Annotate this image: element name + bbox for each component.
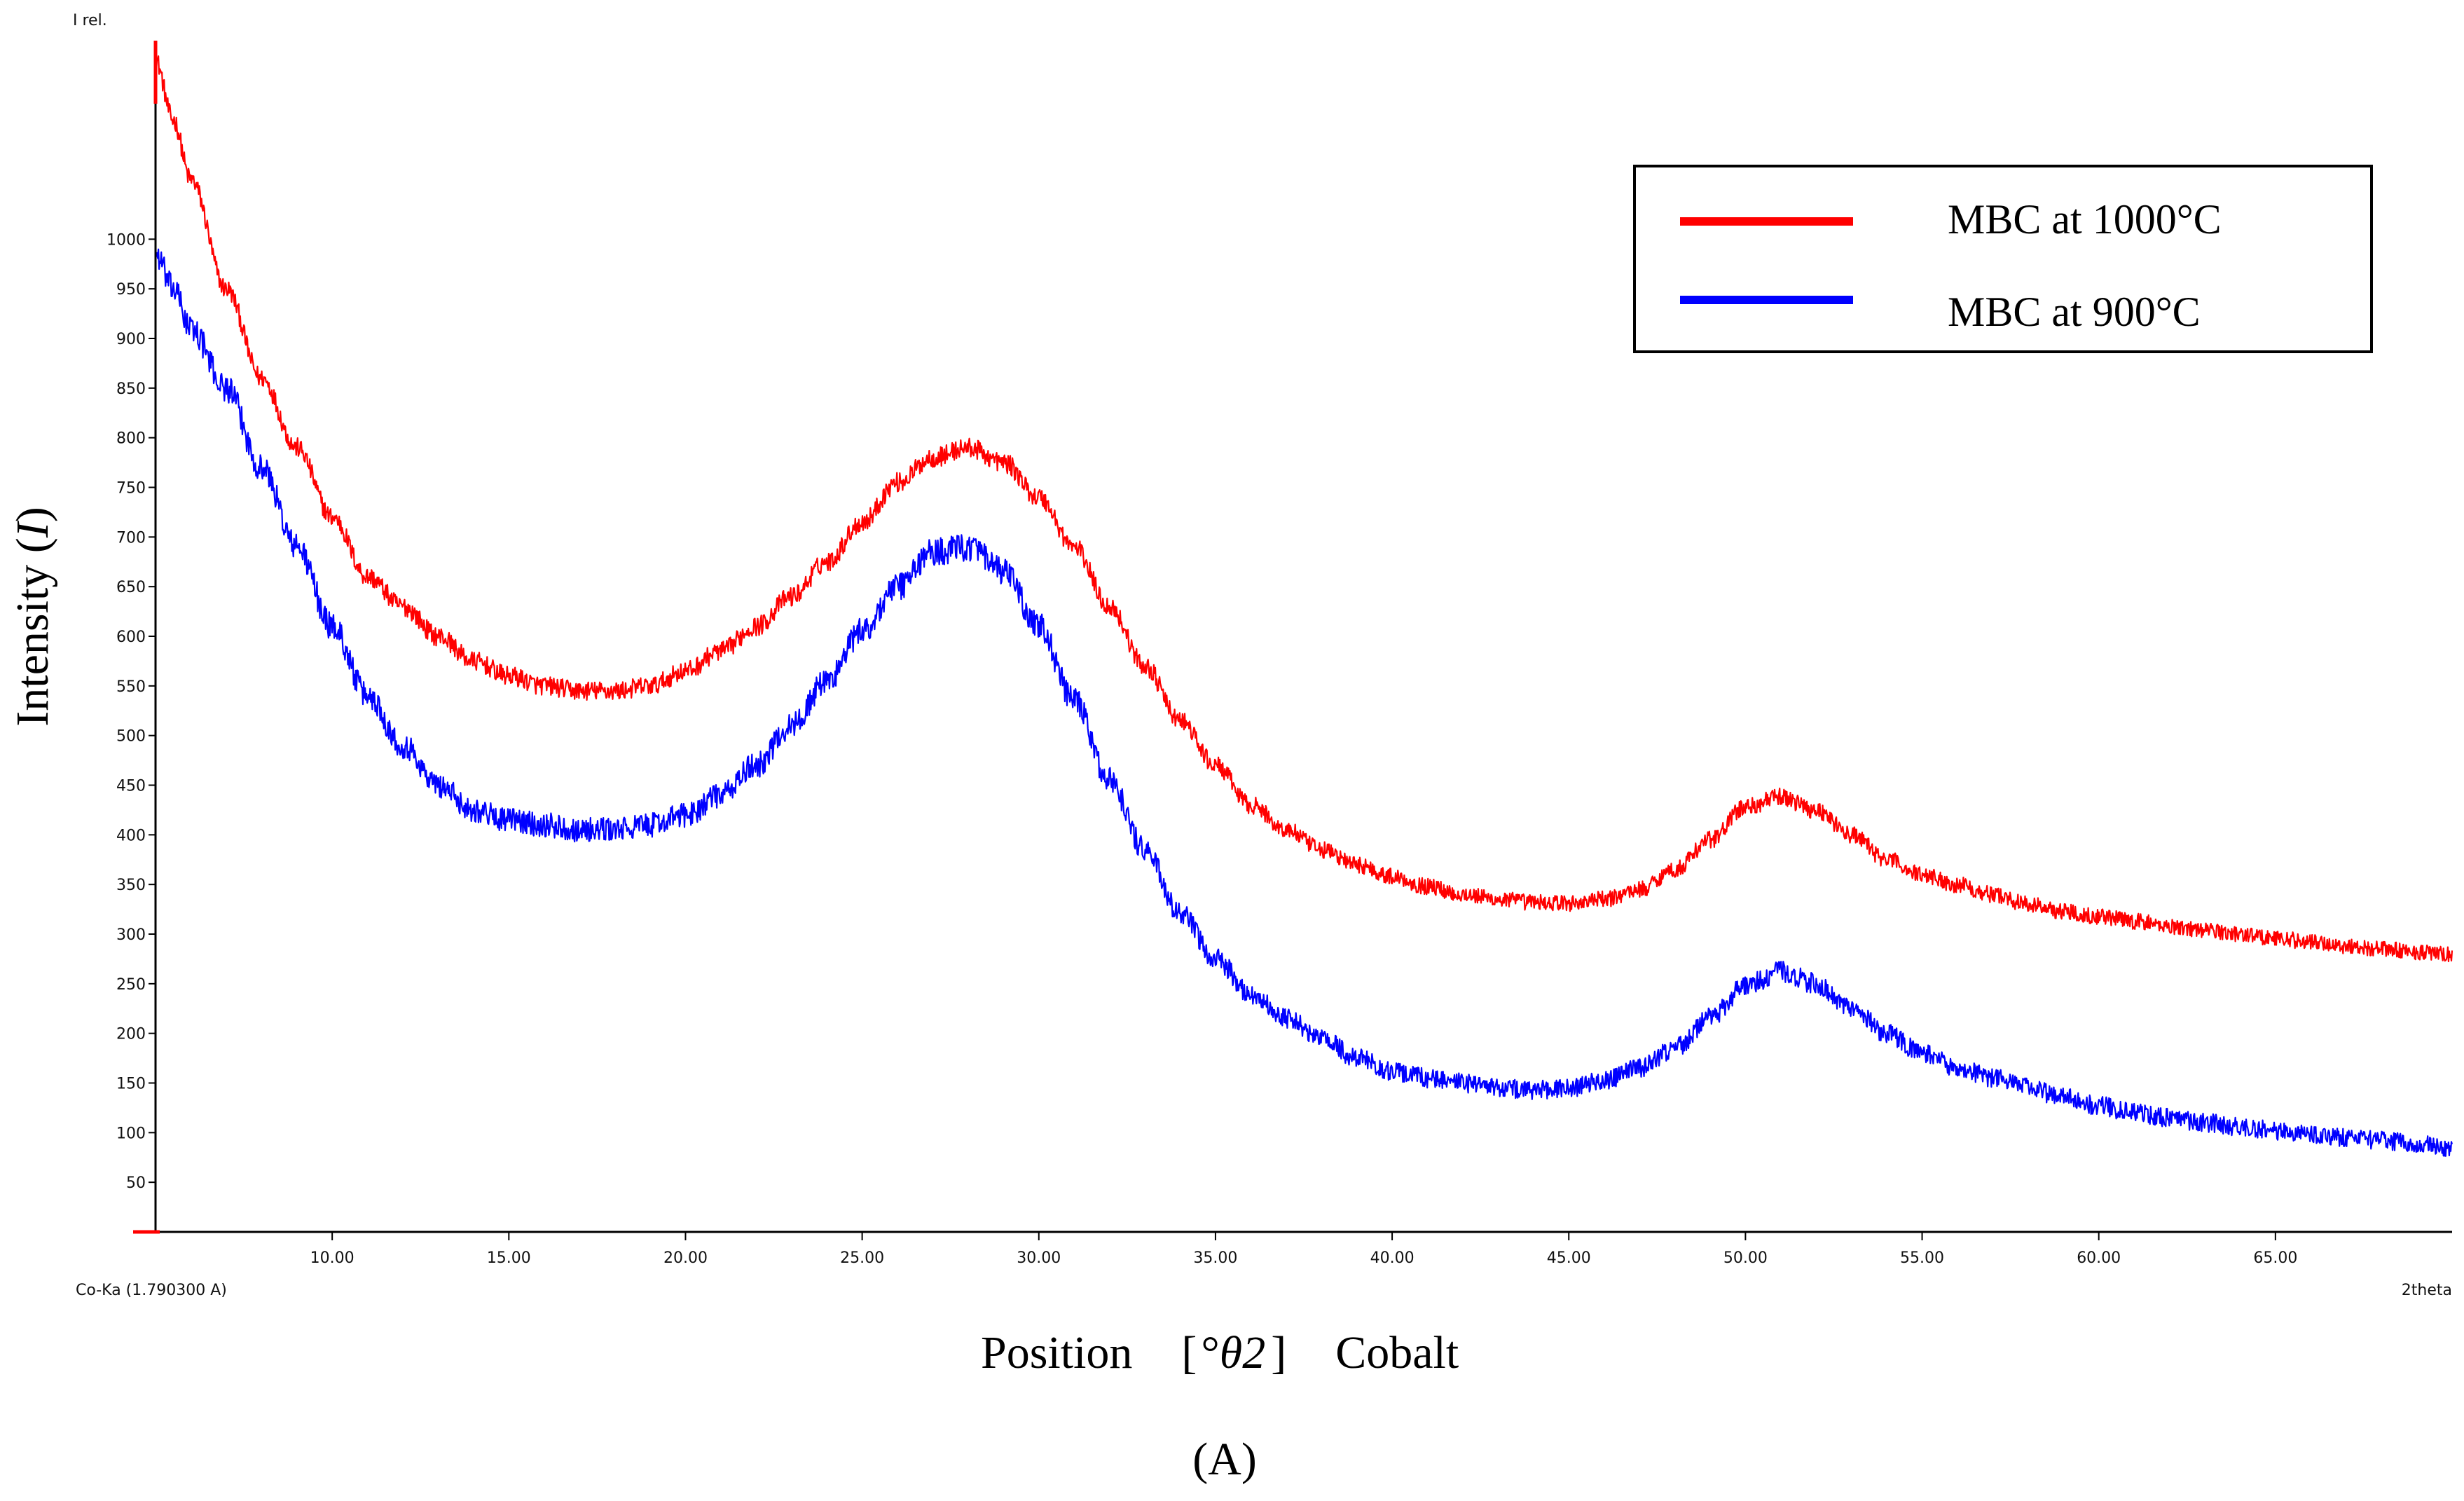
y-tick-label: 500 bbox=[116, 728, 146, 746]
x-tick-label: 40.00 bbox=[1370, 1249, 1415, 1267]
x-axis-title-unit-italic: θ2 bbox=[1220, 1327, 1265, 1378]
series-line-1000c bbox=[155, 55, 2453, 963]
x-axis-title-suffix: Cobalt bbox=[1335, 1327, 1459, 1378]
tick-labels: 50 100 150 200 250 300 350 400 450 500 550 600 650 70… bbox=[106, 231, 2297, 1267]
axes-layer bbox=[133, 41, 2452, 1234]
x-axis-title: Position [°θ2] Cobalt bbox=[981, 1327, 1459, 1378]
y-axis-title-close: ) bbox=[7, 507, 58, 522]
x-axis-title-prefix: Position bbox=[981, 1327, 1132, 1378]
y-tick-label: 200 bbox=[116, 1026, 146, 1043]
x-axis-title-unit: ° bbox=[1201, 1327, 1219, 1378]
y-axis-title: Intensity (I) bbox=[7, 507, 58, 726]
y-tick-label: 1000 bbox=[106, 231, 146, 249]
y-axis-title-text: Intensity ( bbox=[7, 537, 58, 726]
panel-label: (A) bbox=[1192, 1434, 1257, 1485]
x-axis-title-open-bracket: [ bbox=[1181, 1327, 1197, 1378]
y-tick-label: 800 bbox=[116, 430, 146, 448]
y-tick-label: 900 bbox=[116, 331, 146, 348]
legend-box bbox=[1633, 165, 2373, 353]
x-tick-label: 60.00 bbox=[2077, 1249, 2121, 1267]
corner-label: I rel. bbox=[73, 12, 107, 29]
x-tick-label: 55.00 bbox=[1900, 1249, 1944, 1267]
series-layer bbox=[154, 55, 2453, 1157]
y-tick-label: 750 bbox=[116, 480, 146, 498]
series-line-900c bbox=[154, 248, 2453, 1157]
x-tick-label: 10.00 bbox=[310, 1249, 355, 1267]
x-tick-label: 35.00 bbox=[1193, 1249, 1237, 1267]
x-axis-title-close-bracket: ] bbox=[1271, 1327, 1286, 1378]
y-tick-label: 450 bbox=[116, 778, 146, 795]
y-tick-label: 550 bbox=[116, 678, 146, 696]
y-tick-label: 250 bbox=[116, 976, 146, 994]
y-tick-label: 300 bbox=[116, 926, 146, 944]
x-tick-label: 30.00 bbox=[1017, 1249, 1061, 1267]
x-tick-label: 15.00 bbox=[487, 1249, 531, 1267]
x-tick-label: 20.00 bbox=[663, 1249, 708, 1267]
y-tick-label: 350 bbox=[116, 877, 146, 894]
y-tick-label: 950 bbox=[116, 281, 146, 299]
radiation-label: Co-Ka (1.790300 A) bbox=[76, 1282, 227, 1299]
legend-label-1000: MBC at 1000°C bbox=[1948, 196, 2222, 242]
y-tick-label: 100 bbox=[116, 1125, 146, 1142]
x-tick-label: 45.00 bbox=[1547, 1249, 1591, 1267]
y-tick-label: 850 bbox=[116, 381, 146, 398]
y-tick-label: 600 bbox=[116, 629, 146, 646]
y-tick-label: 650 bbox=[116, 579, 146, 596]
y-tick-label: 400 bbox=[116, 827, 146, 844]
y-axis-title-italic: I bbox=[7, 520, 58, 538]
y-tick-label: 150 bbox=[116, 1076, 146, 1093]
x-tick-label: 25.00 bbox=[840, 1249, 884, 1267]
x-tick-label: 65.00 bbox=[2253, 1249, 2297, 1267]
axis-ticks bbox=[149, 238, 2276, 1240]
y-tick-label: 700 bbox=[116, 529, 146, 547]
legend: MBC at 1000°C MBC at 900°C bbox=[1633, 165, 2373, 353]
y-tick-label: 50 bbox=[126, 1174, 146, 1192]
legend-label-900: MBC at 900°C bbox=[1948, 289, 2201, 335]
x-axis-end-label: 2theta bbox=[2402, 1282, 2452, 1299]
x-tick-label: 50.00 bbox=[1723, 1249, 1768, 1267]
